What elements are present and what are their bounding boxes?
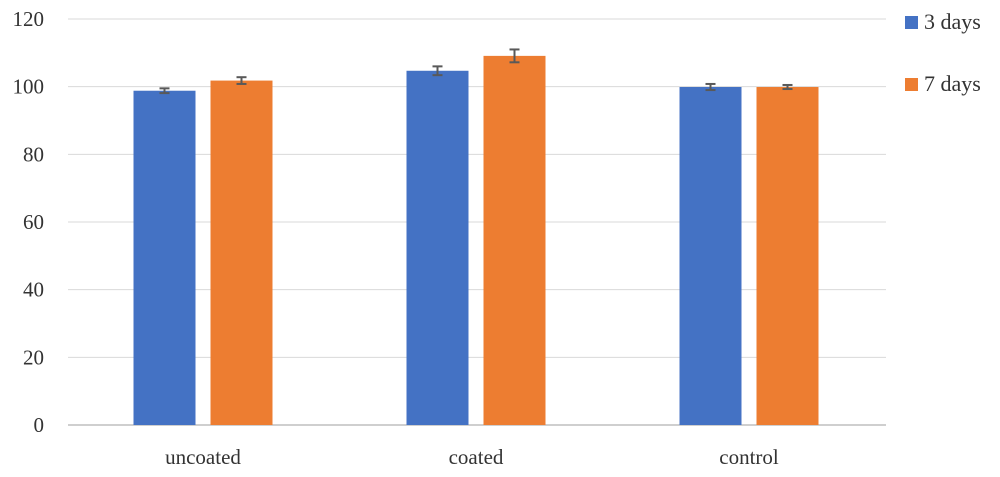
error-bar <box>705 82 716 92</box>
y-tick-label: 60 <box>23 210 44 234</box>
x-axis-ticks: uncoated coated control <box>165 445 779 469</box>
y-tick-label: 0 <box>34 413 45 437</box>
x-tick-label: control <box>719 445 779 469</box>
error-bar <box>509 48 520 64</box>
bar-coated-3-days <box>406 70 469 425</box>
bar-coated-7-days <box>483 55 546 426</box>
bars <box>133 55 819 426</box>
bar-uncoated-7-days <box>210 80 273 426</box>
bar-uncoated-3-days <box>133 90 196 425</box>
y-tick-label: 80 <box>23 142 44 166</box>
y-tick-label: 20 <box>23 345 44 369</box>
error-bar <box>432 65 443 77</box>
y-tick-label: 40 <box>23 278 44 302</box>
bar-control-3-days <box>679 87 742 425</box>
legend: 3 days 7 days <box>905 9 981 96</box>
error-bars <box>159 48 793 95</box>
error-bar <box>782 83 793 91</box>
error-bar <box>159 87 170 95</box>
legend-swatch <box>905 78 918 91</box>
bar-control-7-days <box>756 87 819 425</box>
y-axis-ticks: 0 20 40 60 80 100 120 <box>13 7 45 437</box>
legend-swatch <box>905 16 918 29</box>
y-tick-label: 120 <box>13 7 45 31</box>
error-bar <box>236 76 247 85</box>
legend-label: 3 days <box>924 9 981 34</box>
gridlines <box>68 18 886 426</box>
legend-label: 7 days <box>924 71 981 96</box>
x-tick-label: coated <box>449 445 504 469</box>
y-tick-label: 100 <box>13 75 45 99</box>
x-tick-label: uncoated <box>165 445 241 469</box>
